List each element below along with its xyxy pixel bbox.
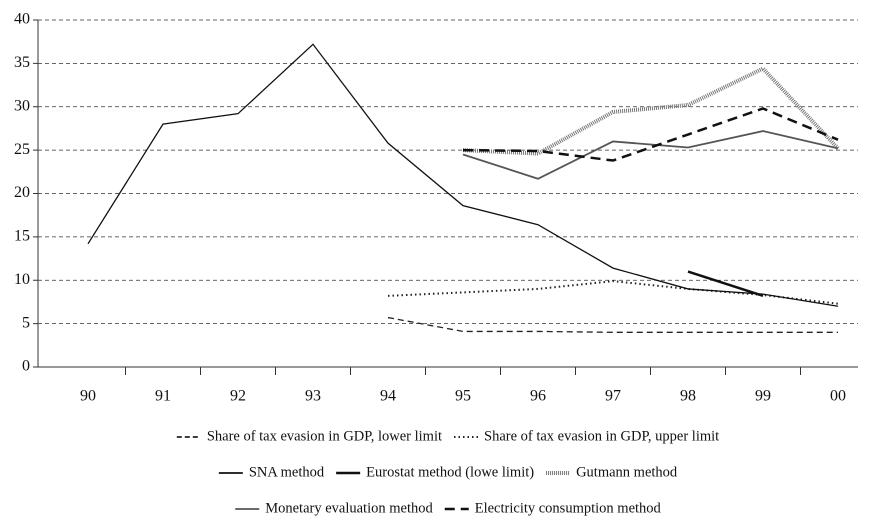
series-line bbox=[687, 270, 764, 298]
legend-label: Share of tax evasion in GDP, upper limit bbox=[484, 428, 719, 444]
x-tick-label: 93 bbox=[305, 388, 321, 405]
series-line bbox=[462, 66, 840, 156]
legend-label: SNA method bbox=[249, 464, 325, 480]
series-line bbox=[462, 107, 839, 162]
x-tick-label: 92 bbox=[230, 388, 246, 405]
y-tick-label: 25 bbox=[14, 141, 30, 158]
series-line bbox=[387, 280, 839, 305]
series-line bbox=[462, 130, 839, 180]
x-tick-label: 96 bbox=[530, 388, 546, 405]
x-tick-label: 99 bbox=[755, 388, 771, 405]
x-tick-label: 98 bbox=[680, 388, 696, 405]
x-tick-label: 00 bbox=[830, 388, 846, 405]
legend-row: Share of tax evasion in GDP, lower limit… bbox=[176, 428, 719, 444]
y-tick-label: 5 bbox=[22, 314, 30, 331]
legend-label: Gutmann method bbox=[576, 464, 678, 480]
x-tick-label: 94 bbox=[380, 388, 396, 405]
y-tick-label: 10 bbox=[14, 271, 30, 288]
series-line bbox=[87, 43, 839, 307]
series-line bbox=[387, 316, 838, 333]
legend-row: Monetary evaluation method Electricity co… bbox=[235, 500, 662, 516]
y-tick-label: 30 bbox=[14, 97, 30, 114]
legend-row: SNA method Eurostat method (lowe limit) Gu… bbox=[218, 464, 678, 480]
x-tick-label: 95 bbox=[455, 388, 471, 405]
x-tick-label: 90 bbox=[80, 388, 96, 405]
y-tick-label: 20 bbox=[14, 184, 30, 201]
y-tick-label: 35 bbox=[14, 54, 30, 71]
x-tick-label: 97 bbox=[605, 388, 621, 405]
legend-label: Share of tax evasion in GDP, lower limit bbox=[207, 428, 442, 444]
x-tick-label: 91 bbox=[155, 388, 171, 405]
y-tick-label: 15 bbox=[14, 228, 30, 245]
legend-label: Monetary evaluation method bbox=[265, 500, 433, 516]
y-tick-label: 0 bbox=[22, 358, 30, 375]
legend-label: Electricity consumption method bbox=[475, 500, 662, 516]
y-tick-label: 40 bbox=[14, 11, 30, 28]
legend-label: Eurostat method (lowe limit) bbox=[366, 464, 534, 480]
